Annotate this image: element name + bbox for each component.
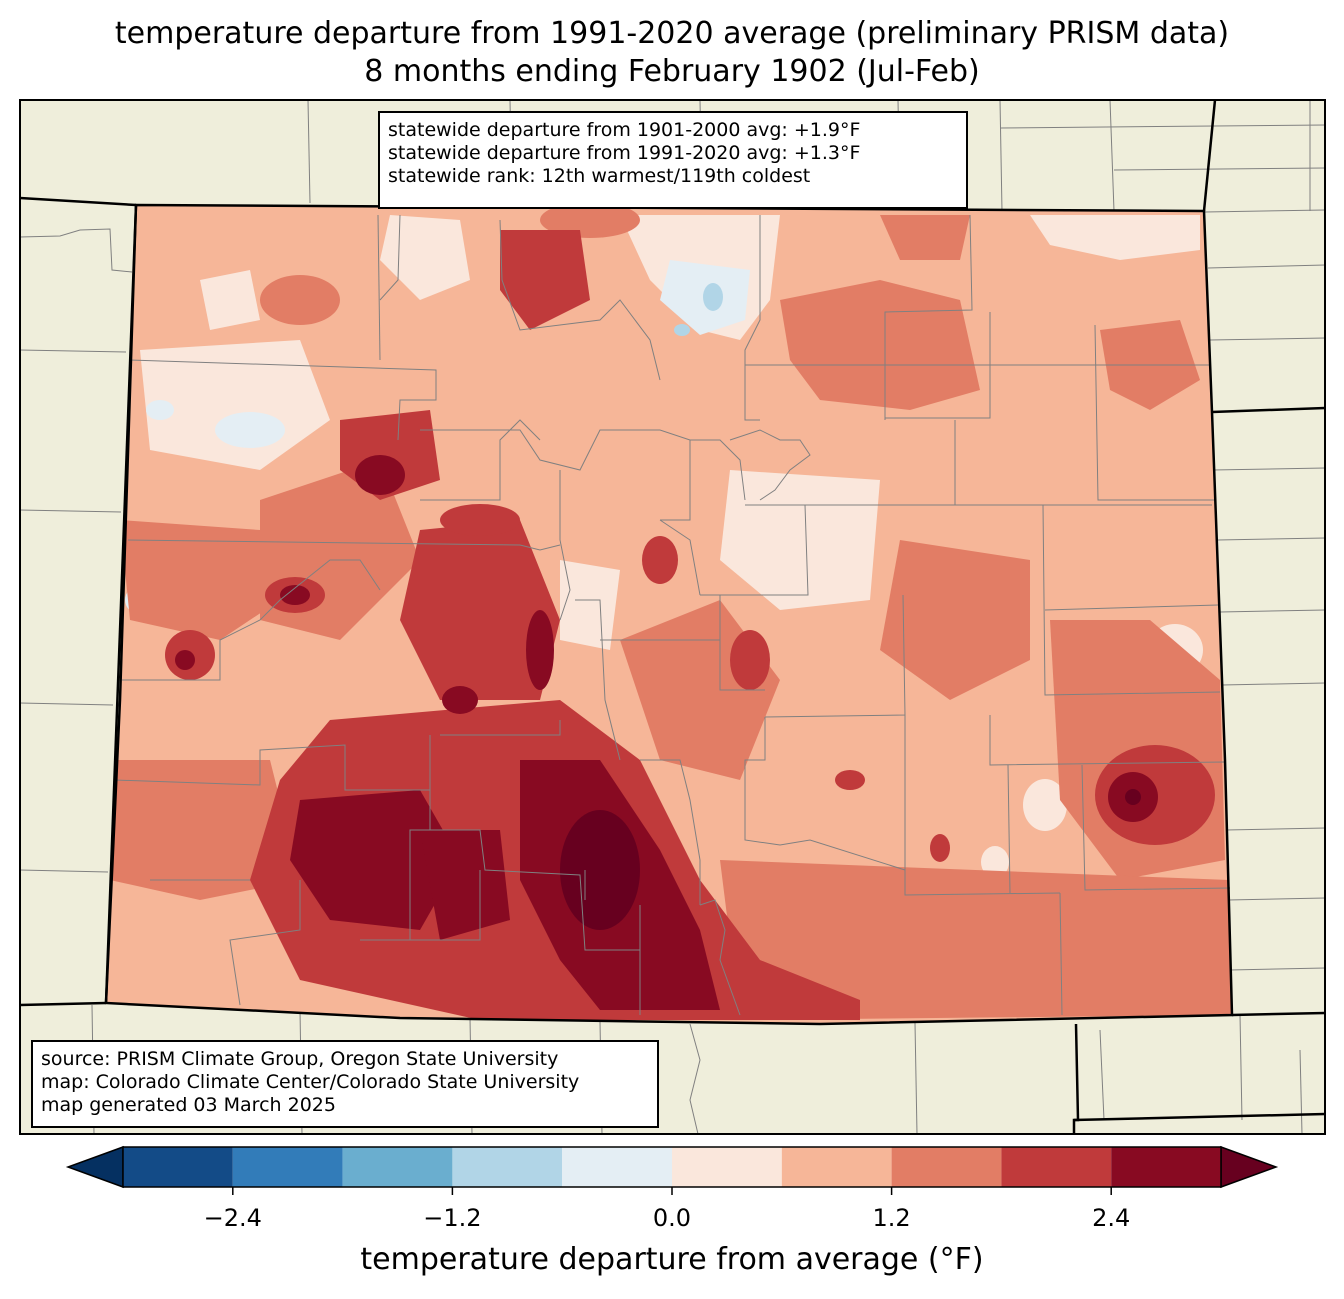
temperature-field [106, 205, 1232, 1024]
colorbar-bin [452, 1147, 563, 1187]
field-extreme-patches [560, 789, 1141, 930]
colorbar-tick-label: −1.2 [423, 1204, 482, 1232]
colorbar-tick-label: −2.4 [203, 1204, 262, 1232]
stats-departure-1901-2000: statewide departure from 1901-2000 avg: … [388, 119, 861, 141]
colorbar-bin [1001, 1147, 1112, 1187]
colorbar-bin [342, 1147, 453, 1187]
source-line: source: PRISM Climate Group, Oregon Stat… [41, 1048, 559, 1070]
colorbar [65, 1145, 1279, 1195]
colorado-border [104, 203, 1234, 1026]
map-title-line2: 8 months ending February 1902 (Jul-Feb) [364, 54, 980, 89]
colorbar-bin [232, 1147, 343, 1187]
state-borders [20, 100, 1325, 1134]
colorbar-under-arrow [65, 1145, 124, 1189]
source-credits-box: source: PRISM Climate Group, Oregon Stat… [31, 1040, 659, 1128]
generated-date-line: map generated 03 March 2025 [41, 1094, 336, 1116]
stats-rank: statewide rank: 12th warmest/119th colde… [388, 165, 811, 187]
map-title-line1: temperature departure from 1991-2020 ave… [114, 16, 1230, 51]
colorbar-bin [891, 1147, 1002, 1187]
colorbar-bin [1111, 1147, 1221, 1187]
stats-departure-1991-2020: statewide departure from 1991-2020 avg: … [388, 142, 861, 164]
colorbar-tick-label: 0.0 [652, 1204, 692, 1232]
colorbar-bin [562, 1147, 672, 1187]
field-warm-patches [110, 205, 1232, 1020]
map-credit-line: map: Colorado Climate Center/Colorado St… [41, 1071, 580, 1093]
colorbar-bin [672, 1147, 782, 1187]
colorbar-tick-label: 1.2 [872, 1204, 911, 1232]
county-lines [114, 214, 1231, 1016]
colorbar-bin [123, 1147, 233, 1187]
field-cooler-patches [674, 283, 723, 336]
colorbar-tick-label: 2.4 [1092, 1204, 1131, 1232]
colorbar-label: temperature departure from average (°F) [360, 1242, 984, 1277]
colorbar-bin [781, 1147, 892, 1187]
map-frame [19, 99, 1326, 1135]
statewide-stats-box: statewide departure from 1901-2000 avg: … [378, 111, 968, 209]
colorbar-over-arrow [1220, 1145, 1279, 1189]
